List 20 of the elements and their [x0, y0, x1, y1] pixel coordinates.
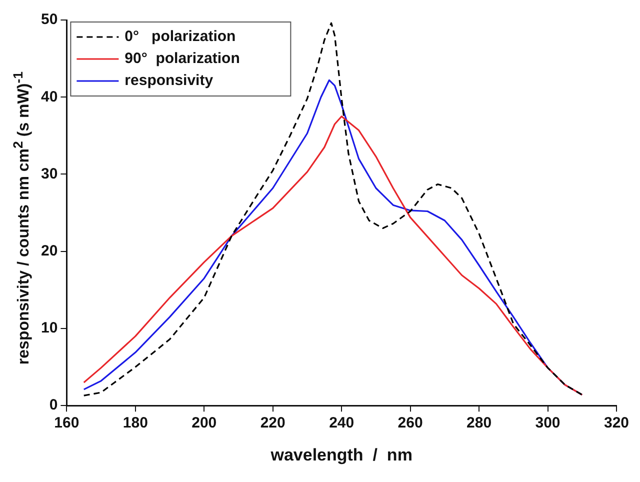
- y-tick-label: 20: [40, 242, 58, 260]
- x-tick-label: 260: [398, 414, 423, 432]
- y-tick-label: 50: [40, 11, 58, 28]
- legend-label: responsivity: [124, 72, 214, 90]
- y-tick-label: 30: [40, 165, 58, 182]
- x-tick-label: 200: [192, 414, 217, 432]
- x-tick-label: 240: [329, 414, 354, 432]
- x-tick-label: 300: [535, 414, 560, 432]
- y-tick-label: 10: [40, 320, 58, 337]
- x-tick-label: 320: [604, 414, 629, 432]
- x-tick-label: 280: [466, 414, 492, 432]
- line-series: [83, 22, 583, 396]
- x-tick-label: 180: [122, 414, 148, 432]
- legend-label: 0° polarization: [124, 28, 236, 46]
- legend-label: 90° polarization: [124, 50, 240, 68]
- x-tick-label: 160: [54, 414, 80, 432]
- x-axis-title: wavelength / nm: [270, 445, 412, 464]
- x-tick-label: 220: [260, 414, 286, 432]
- y-tick-label: 0: [49, 396, 58, 414]
- y-tick-label: 40: [40, 88, 58, 106]
